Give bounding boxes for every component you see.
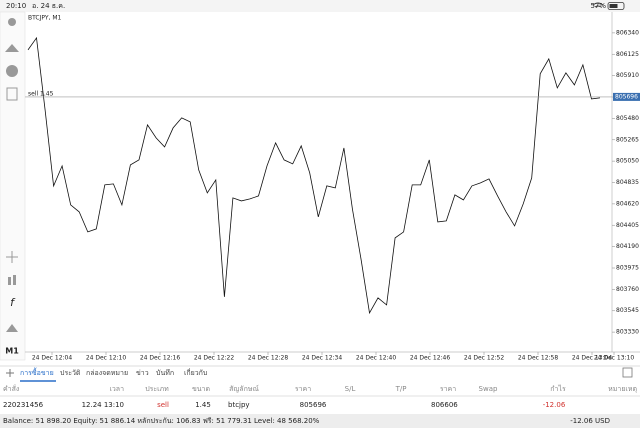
column-header: กำไร [550,384,566,393]
column-header: สัญลักษณ์ [229,385,259,393]
column-header: ราคา [295,385,311,393]
y-tick-label: 803975 [616,264,639,271]
status-time: 20:10 [6,2,26,10]
y-tick-label: 805480 [616,115,639,122]
tab[interactable]: ประวัติ [60,369,81,377]
y-tick-label: 805910 [616,72,639,79]
column-header: ราคา [440,385,456,393]
x-tick-label: 24 Dec 12:04 [32,355,73,362]
y-tick-label: 803330 [616,329,639,336]
table-cell: btcjpy [228,401,250,409]
y-tick-label: 806125 [616,51,639,58]
candles-icon-2 [13,275,16,285]
indicator-icon[interactable]: f [10,296,16,309]
price-box [613,92,640,101]
x-tick-label: 24 Dec 13:10 [594,355,635,362]
total-profit: -12.06 USD [570,417,610,425]
x-tick-label: 24 Dec 12:10 [86,355,127,362]
y-tick-label: 806340 [616,29,639,36]
table-cell[interactable]: 220231456 [3,401,44,409]
y-tick-label: 805265 [616,136,639,143]
column-header: หมายเหตุ [608,385,637,393]
table-cell: 1.45 [195,401,211,409]
battery-fill [609,4,618,8]
tab[interactable]: กล่องจดหมาย [86,369,128,377]
y-tick-label: 804620 [616,200,639,207]
trade-icon[interactable] [5,44,19,52]
chart-title: BTCJPY, M1 [28,15,62,22]
column-header: Swap [479,385,498,393]
tab[interactable]: บันทึก [156,368,174,377]
x-tick-label: 24 Dec 12:52 [464,355,505,362]
x-tick-label: 24 Dec 12:46 [410,355,451,362]
price-line [27,36,601,315]
table-cell: 12.24 13:10 [82,401,124,409]
y-tick-label: 804835 [616,179,639,186]
account-summary: Balance: 51 898.20 Equity: 51 886.14 หลั… [3,417,320,425]
column-header: ขนาด [192,385,210,393]
column-header: เวลา [109,385,124,393]
x-tick-label: 24 Dec 12:34 [302,355,343,362]
table-cell: 806606 [431,401,458,409]
x-tick-label: 24 Dec 13:04 [572,355,613,362]
y-tick-label: 804405 [616,222,639,229]
crosshair-icon[interactable] [6,251,18,263]
status-bar [0,0,640,12]
wifi-icon [592,2,604,8]
column-header: S/L [345,385,356,393]
order-label: sell 1.45 [28,90,54,97]
y-tick-label: 805050 [616,158,639,165]
battery-icon [607,2,625,10]
tab[interactable]: ข่าว [136,369,149,377]
x-tick-label: 24 Dec 12:28 [248,355,289,362]
status-date: อ. 24 ธ.ค. [32,2,65,10]
layout-button[interactable] [622,367,633,378]
footer-bar [0,414,640,428]
current-price: 805696 [615,93,638,100]
table-cell: -12.06 [543,401,566,409]
add-button[interactable] [6,369,14,377]
tab[interactable]: การซื้อขาย [20,366,54,377]
account-icon[interactable] [8,18,16,26]
new-chart-icon[interactable] [6,87,18,101]
chat-icon[interactable] [6,65,18,77]
table-cell: sell [157,401,169,409]
objects-icon[interactable] [6,324,18,332]
x-tick-label: 24 Dec 12:58 [518,355,559,362]
x-tick-label: 24 Dec 12:16 [140,355,181,362]
candles-icon[interactable] [8,277,11,285]
table-cell: 805696 [300,401,327,409]
column-header: T/P [395,385,407,393]
y-tick-label: 804190 [616,243,639,250]
period-button[interactable]: M1 [5,347,19,356]
column-header: คำสั่ง [3,384,19,393]
x-tick-label: 24 Dec 12:40 [356,355,397,362]
x-tick-label: 24 Dec 12:22 [194,355,235,362]
column-header: ประเภท [145,385,169,393]
y-tick-label: 803545 [616,307,639,314]
tab[interactable]: เกี่ยวกับ [184,368,207,377]
y-tick-label: 803760 [616,286,639,293]
